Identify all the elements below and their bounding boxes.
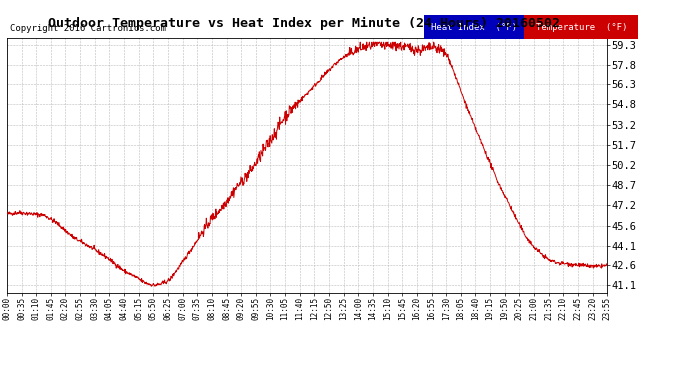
Text: Outdoor Temperature vs Heat Index per Minute (24 Hours) 20160502: Outdoor Temperature vs Heat Index per Mi… (48, 17, 560, 30)
Text: Copyright 2016 Cartronics.com: Copyright 2016 Cartronics.com (10, 24, 166, 33)
Text: Heat Index  (°F): Heat Index (°F) (431, 22, 518, 32)
Text: Temperature  (°F): Temperature (°F) (535, 22, 627, 32)
